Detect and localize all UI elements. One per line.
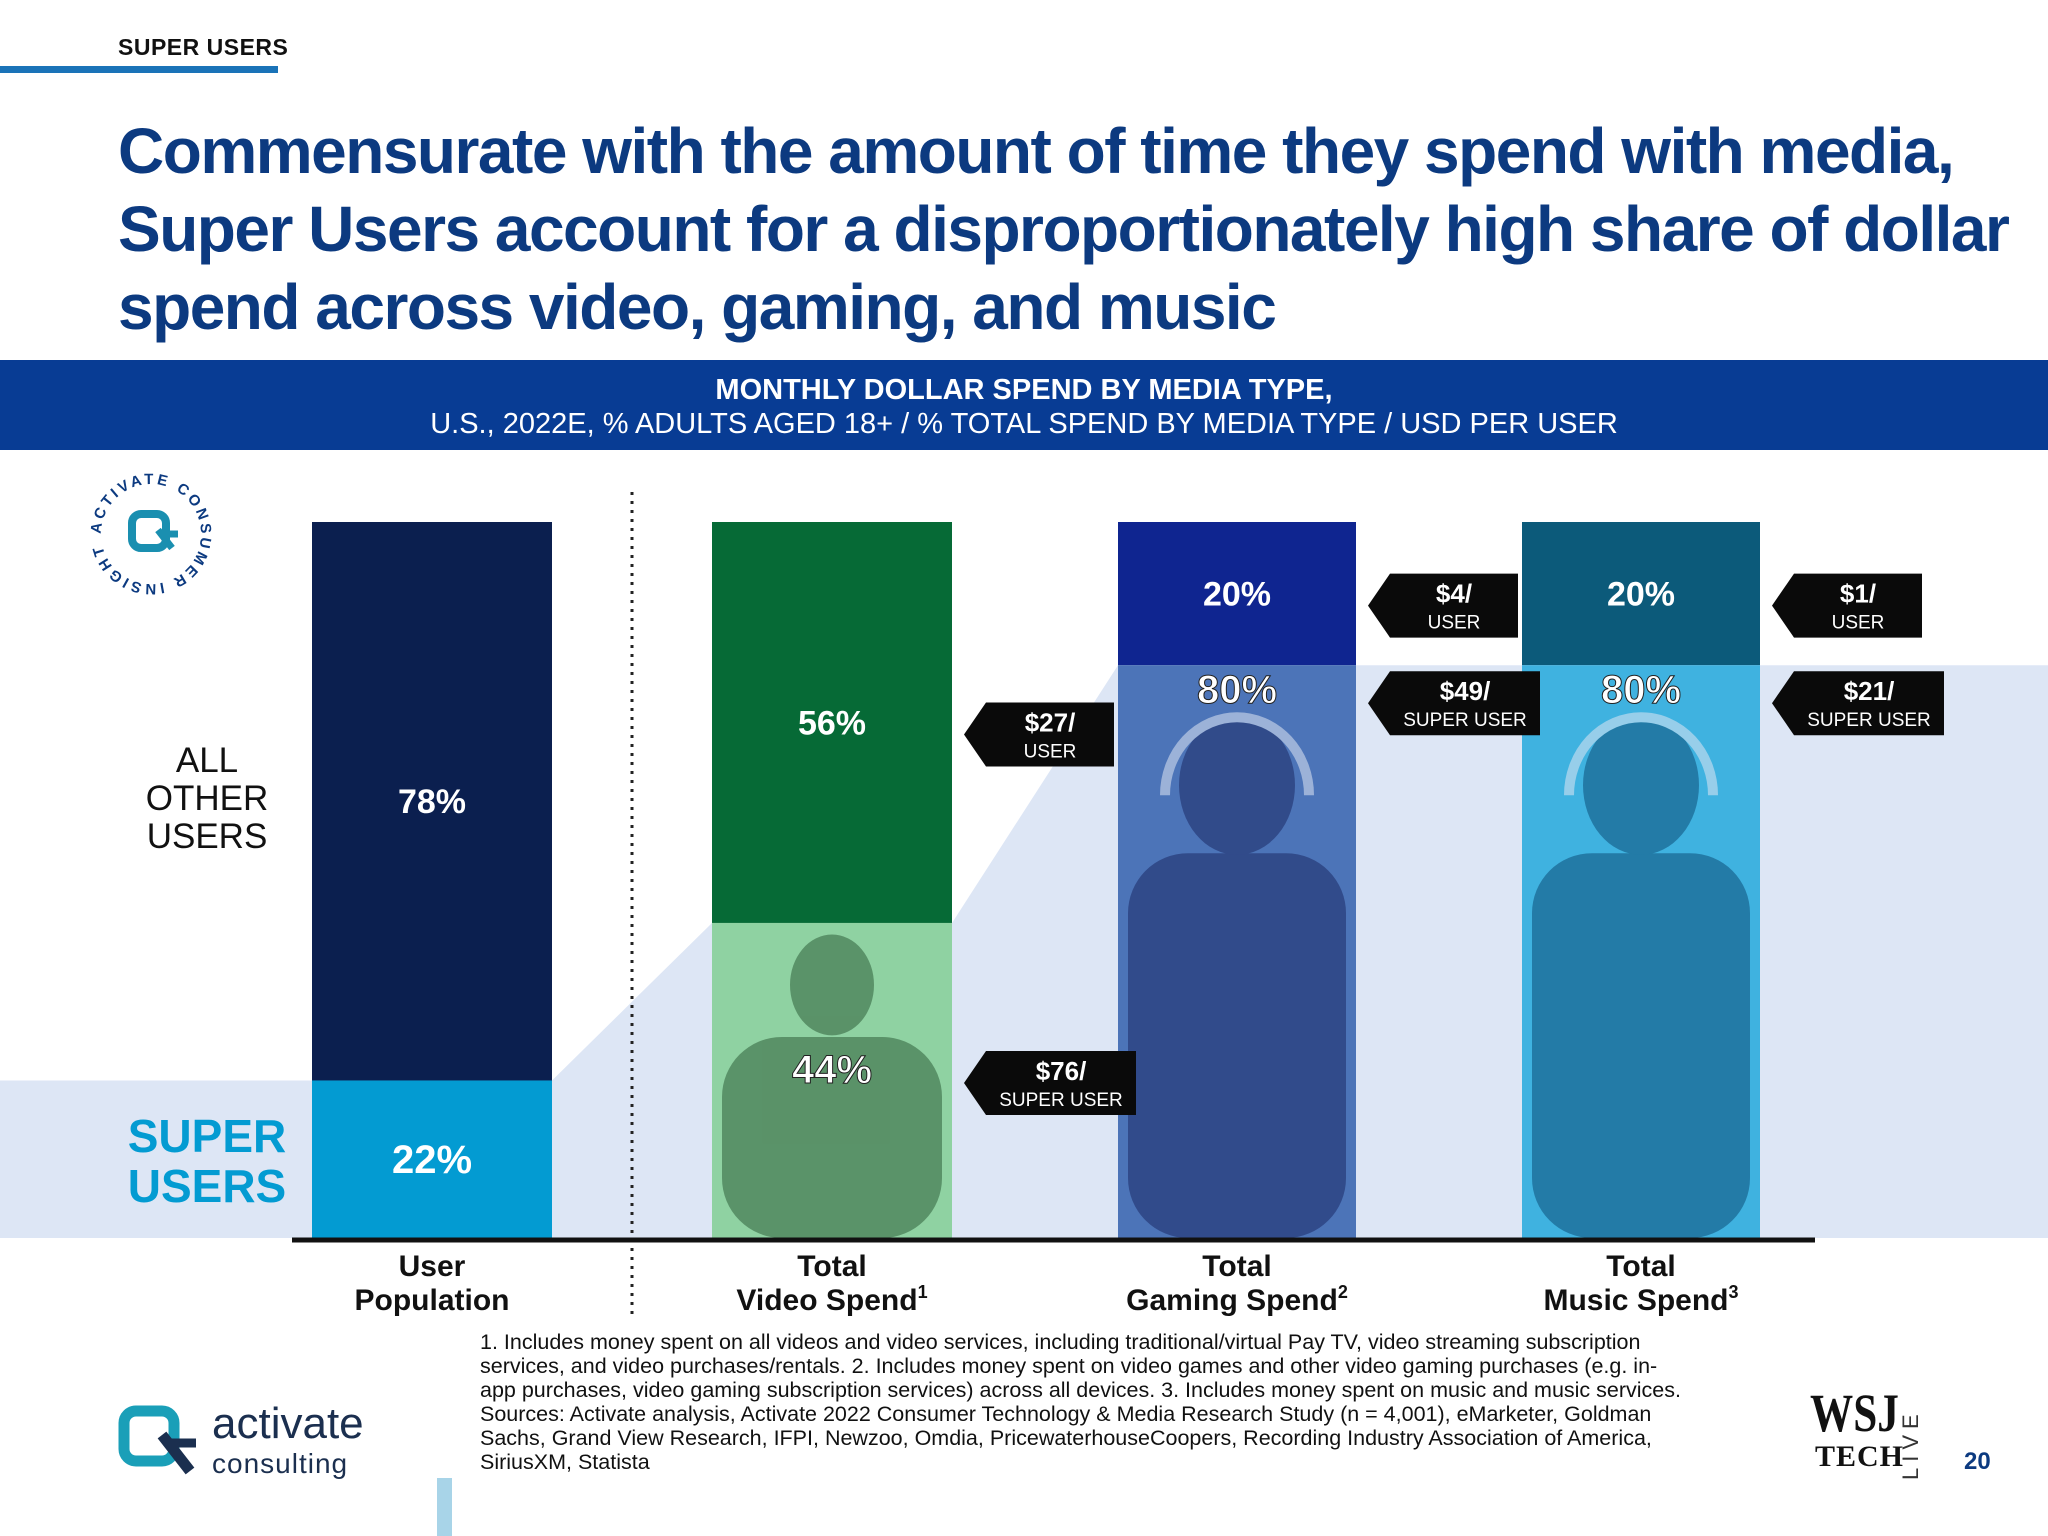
chart-title: MONTHLY DOLLAR SPEND BY MEDIA TYPE,: [715, 374, 1333, 406]
callout-unit: USER: [1428, 613, 1481, 634]
callout-super-spend: $76/SUPER USER: [964, 1050, 1136, 1115]
activate-logo-icon: [118, 1405, 196, 1475]
headline-line: Super Users account for a disproportiona…: [118, 193, 2010, 265]
spend-chart: ACTIVATE CONSUMER INSIGHT 78% 22% 56% 44% 20…: [0, 471, 2048, 1320]
smiling-woman-with-headphones-and-game-controller-photo: [1128, 712, 1346, 1238]
bar-label-super: 44%: [792, 1048, 872, 1092]
callout-amount: $1/: [1840, 579, 1876, 609]
wsj-live-label: LIVE: [1898, 1408, 1923, 1480]
callout-unit: SUPER USER: [999, 1090, 1123, 1111]
smiling-man-with-remote-and-popcorn-photo: [722, 934, 942, 1238]
activate-consumer-insight-icon: ACTIVATE CONSUMER INSIGHT: [88, 471, 215, 597]
bar-all-other-total-video-spend: [712, 522, 952, 923]
x-tick-label: Music Spend3: [1543, 1282, 1738, 1317]
chart-banner: MONTHLY DOLLAR SPEND BY MEDIA TYPE, U.S.…: [0, 360, 2048, 450]
callout-unit: USER: [1832, 613, 1885, 634]
callout-unit: SUPER USER: [1807, 710, 1931, 731]
footnote-line: Sachs, Grand View Research, IFPI, Newzoo…: [480, 1426, 1652, 1450]
x-tick-label: Total: [1606, 1250, 1675, 1283]
headline-line: spend across video, gaming, and music: [118, 271, 1277, 343]
bar-label-all-other: 78%: [398, 783, 466, 821]
x-tick-label: Total: [797, 1250, 866, 1283]
footnote-marker: 1: [918, 1282, 928, 1302]
bar-label-all-other: 20%: [1607, 576, 1675, 614]
footnote-line: app purchases, video gaming subscription…: [480, 1378, 1681, 1402]
legend-super-users: USERS: [128, 1160, 286, 1212]
callout-all-other-spend: $1/USER: [1772, 573, 1922, 638]
callout-amount: $76/: [1036, 1056, 1087, 1086]
section-tag: SUPER USERS: [118, 34, 289, 60]
footnote-line: Sources: Activate analysis, Activate 202…: [480, 1402, 1652, 1426]
logo-subtitle: consulting: [212, 1448, 349, 1479]
legend-all-other-users: ALL: [176, 741, 238, 780]
wsj-tech-label: TECH: [1815, 1440, 1905, 1473]
legend-all-other-users: OTHER: [146, 779, 269, 818]
bar-super-user-population: [312, 1080, 552, 1238]
bar-label-all-other: 56%: [798, 704, 866, 742]
x-tick-label: Gaming Spend2: [1126, 1282, 1348, 1317]
callout-super-spend: $21/SUPER USER: [1772, 671, 1944, 736]
bar-all-other-total-music-spend: [1522, 522, 1760, 666]
callout-all-other-spend: $4/USER: [1368, 573, 1518, 638]
seal-ring-text: ACTIVATE CONSUMER INSIGHT: [88, 471, 215, 597]
chart-subtitle: U.S., 2022E, % ADULTS AGED 18+ / % TOTAL…: [430, 408, 1618, 440]
footnote-line: 1. Includes money spent on all videos an…: [480, 1330, 1641, 1354]
callout-amount: $4/: [1436, 579, 1472, 609]
callout-all-other-spend: $27/USER: [964, 702, 1114, 767]
wsj-logo: WSJ: [1810, 1383, 1899, 1443]
woman-with-headphones-listening-to-music-photo: [1532, 712, 1750, 1238]
bar-label-super: 80%: [1197, 668, 1277, 712]
bar-all-other-user-population: [312, 522, 552, 1081]
footnote-line: SiriusXM, Statista: [480, 1450, 650, 1474]
x-tick-label: Population: [355, 1284, 510, 1317]
legend-all-other-users: USERS: [147, 817, 268, 856]
logo-wordmark: activate: [212, 1399, 364, 1448]
legend-super-users: SUPER: [128, 1110, 286, 1162]
callout-unit: USER: [1024, 741, 1077, 762]
x-tick-label: Video Spend1: [736, 1282, 927, 1317]
footnote-marker: 2: [1338, 1282, 1348, 1302]
footnotes: 1. Includes money spent on all videos an…: [480, 1330, 1780, 1474]
x-tick-label: User: [399, 1250, 466, 1283]
bar-all-other-total-gaming-spend: [1118, 522, 1356, 666]
headline: Commensurate with the amount of time the…: [118, 112, 2010, 346]
callout-super-spend: $49/SUPER USER: [1368, 671, 1540, 736]
footnote-marker: 3: [1729, 1282, 1739, 1302]
callout-amount: $49/: [1440, 676, 1491, 706]
callout-unit: SUPER USER: [1403, 710, 1527, 731]
section-rule: [0, 66, 278, 73]
page-number: 20: [1964, 1448, 1991, 1475]
footer-accent-bar: [437, 1478, 452, 1536]
bar-label-super: 22%: [392, 1138, 472, 1182]
x-tick-label: Total: [1202, 1250, 1271, 1283]
footnote-line: services, and video purchases/rentals. 2…: [480, 1354, 1658, 1378]
bar-label-super: 80%: [1601, 668, 1681, 712]
headline-line: Commensurate with the amount of time the…: [118, 115, 1955, 187]
callout-amount: $27/: [1025, 707, 1076, 737]
callout-amount: $21/: [1844, 676, 1895, 706]
bar-label-all-other: 20%: [1203, 576, 1271, 614]
